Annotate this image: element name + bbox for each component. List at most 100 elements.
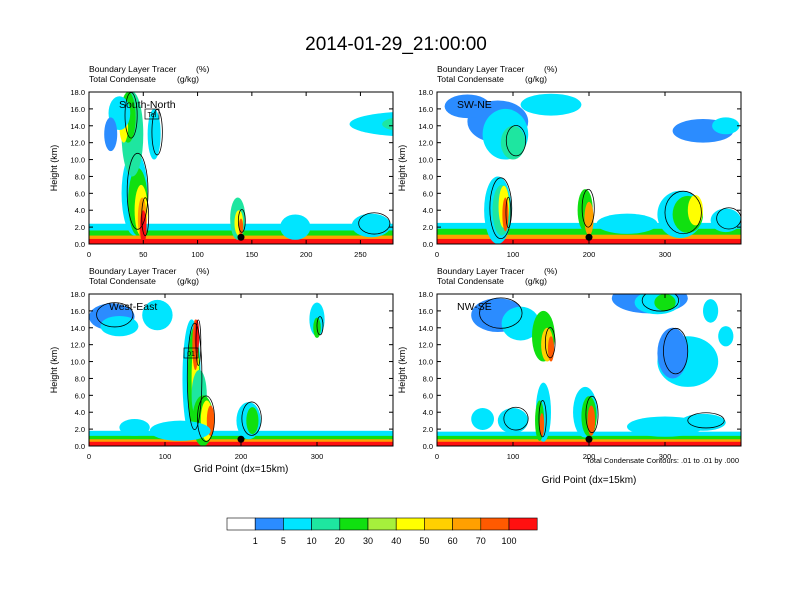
colorbar-swatch — [254, 517, 284, 531]
colorbar-swatch — [424, 517, 453, 531]
panel-2: Boundary Layer Tracer (%) Total Condensate… — [49, 266, 394, 461]
y-tick-label: 8.0 — [75, 374, 85, 383]
x-tick-label: 150 — [246, 250, 259, 259]
condensate-contour — [687, 412, 725, 429]
tracer-cell — [100, 315, 139, 337]
tracer-cell — [718, 326, 734, 347]
x-tick-label: 0 — [87, 250, 91, 259]
tracer-cell — [710, 208, 741, 233]
tracer-cell — [351, 213, 391, 238]
y-tick-label: 4.0 — [423, 408, 433, 417]
y-tick-label: 16.0 — [70, 105, 85, 114]
tracer-field — [89, 294, 393, 446]
condensate-contour — [197, 395, 215, 442]
panel-name: SW-NE — [457, 99, 492, 111]
panel-name: South-North — [119, 99, 176, 111]
x-tick-label: 0 — [87, 452, 91, 461]
colorbar-label: 20 — [335, 536, 345, 546]
x-tick-label: 100 — [191, 250, 204, 259]
y-tick-label: 0.0 — [75, 240, 85, 249]
x-tick-label: 300 — [659, 452, 672, 461]
tracer-cell — [246, 407, 259, 435]
panel-label-condensate-unit: (g/kg) — [525, 74, 547, 84]
colorbar-label: 1 — [253, 536, 258, 546]
colorbar-swatch — [367, 517, 397, 531]
condensate-contour — [585, 395, 599, 434]
condensate-contour — [124, 92, 138, 139]
x-axis-label-right: Grid Point (dx=15km) — [542, 475, 637, 486]
y-tick-label: 0.0 — [75, 442, 85, 451]
panel-label-tracer-unit: (%) — [196, 64, 210, 74]
panel-name: NW-SE — [457, 301, 492, 313]
condensate-contour — [151, 109, 163, 156]
condensate-contour — [479, 297, 523, 329]
panel-label-condensate: Total Condensate — [437, 74, 504, 84]
y-tick-label: 10.0 — [70, 358, 85, 367]
tracer-cell — [596, 213, 658, 234]
y-tick-label: 10.0 — [70, 156, 85, 165]
tracer-cell — [501, 306, 540, 341]
panel-label-tracer: Boundary Layer Tracer — [437, 266, 525, 276]
tracer-cell — [680, 413, 726, 431]
tracer-cell — [444, 94, 491, 119]
panel-1: Boundary Layer Tracer (%) Total Condensate… — [397, 64, 742, 259]
site-marker — [237, 233, 245, 241]
colorbar-swatch — [508, 517, 538, 531]
tracer-cell — [587, 405, 596, 436]
y-tick-label: 14.0 — [70, 122, 85, 131]
annotation-label: 01 — [187, 351, 195, 358]
x-tick-label: 200 — [583, 250, 596, 259]
tracer-cell — [539, 413, 545, 437]
y-tick-label: 6.0 — [423, 391, 433, 400]
y-tick-label: 8.0 — [423, 374, 433, 383]
y-tick-label: 6.0 — [423, 189, 433, 198]
panel-label-condensate: Total Condensate — [437, 276, 504, 286]
panel-label-tracer-unit: (%) — [196, 266, 210, 276]
panel-label-tracer: Boundary Layer Tracer — [89, 266, 177, 276]
condensate-contour — [241, 401, 262, 436]
colorbar-label: 30 — [363, 536, 373, 546]
colorbar-swatch — [339, 517, 369, 531]
tracer-cell — [654, 294, 676, 311]
condensate-contour — [505, 196, 512, 229]
condensate-contour — [358, 212, 391, 235]
tracer-cell — [497, 408, 529, 434]
y-tick-label: 8.0 — [75, 172, 85, 181]
condensate-contour — [503, 406, 529, 431]
x-tick-label: 200 — [235, 452, 248, 461]
site-marker — [585, 233, 593, 241]
condensate-contour — [544, 327, 556, 359]
x-tick-label: 50 — [139, 250, 147, 259]
tracer-cell — [703, 299, 719, 323]
figure-title: 2014-01-29_21:00:00 — [305, 34, 487, 55]
y-tick-label: 12.0 — [418, 341, 433, 350]
x-tick-label: 300 — [311, 452, 324, 461]
contour-footnote: Total Condensate Contours: .01 to .01 by… — [586, 456, 739, 465]
panel-label-condensate: Total Condensate — [89, 74, 156, 84]
panel-label-condensate-unit: (g/kg) — [177, 74, 199, 84]
condensate-contour — [186, 322, 203, 431]
y-tick-label: 14.0 — [418, 122, 433, 131]
y-tick-label: 18.0 — [418, 88, 433, 97]
y-tick-label: 18.0 — [70, 290, 85, 299]
colorbar-swatch — [395, 517, 425, 531]
tracer-cell — [238, 218, 244, 236]
annotation-box — [183, 347, 199, 359]
colorbar-label: 70 — [476, 536, 486, 546]
panel-0: Boundary Layer Tracer (%) Total Condensate… — [49, 64, 394, 259]
y-tick-label: 4.0 — [75, 408, 85, 417]
condensate-contour — [96, 302, 134, 328]
x-tick-label: 100 — [159, 452, 172, 461]
y-axis-label: Height (km) — [49, 347, 59, 394]
colorbar-label: 100 — [501, 536, 516, 546]
panel-label-tracer-unit: (%) — [544, 266, 558, 276]
y-tick-label: 8.0 — [423, 172, 433, 181]
annotation-label: Tel — [148, 112, 157, 119]
tracer-field — [89, 92, 393, 244]
y-tick-label: 16.0 — [70, 307, 85, 316]
y-tick-label: 16.0 — [418, 105, 433, 114]
y-tick-label: 14.0 — [70, 324, 85, 333]
tracer-cell — [142, 299, 173, 331]
panel-label-condensate-unit: (g/kg) — [525, 276, 547, 286]
y-tick-label: 12.0 — [418, 139, 433, 148]
